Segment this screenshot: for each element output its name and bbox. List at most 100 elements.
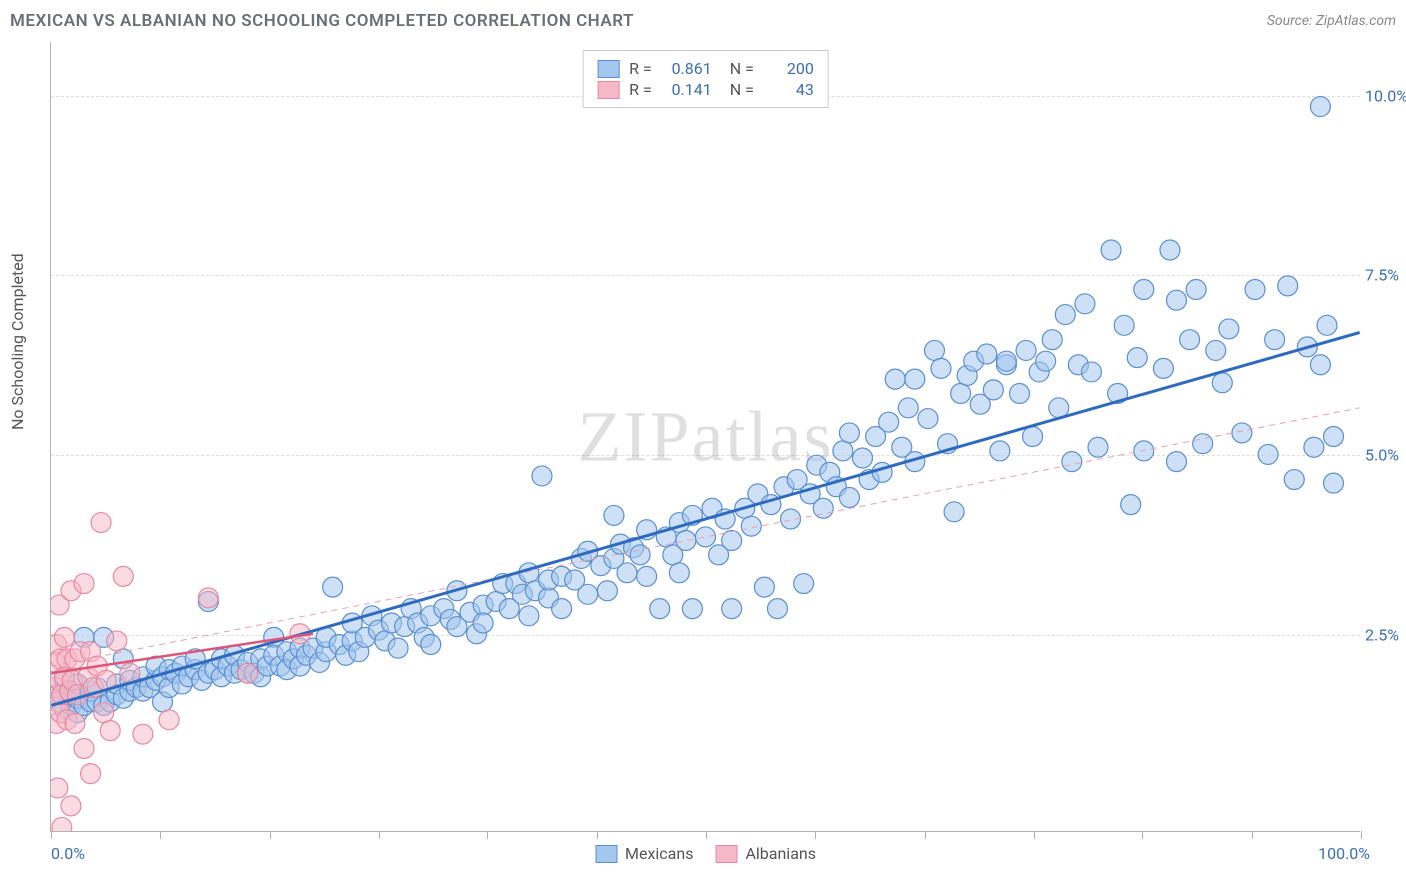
scatter-point [879,412,899,432]
scatter-point [238,663,258,683]
scatter-point [977,344,997,364]
scatter-point [931,358,951,378]
scatter-point [813,498,833,518]
scatter-point [1324,473,1344,493]
scatter-point [1153,358,1173,378]
legend-swatch [597,60,619,78]
scatter-point [754,577,774,597]
scatter-point [918,409,938,429]
scatter-point [1258,444,1278,464]
scatter-point [905,369,925,389]
scatter-point [1232,423,1252,443]
plot-area: ZIPatlas R = 0.861 N = 200 R = 0.141 N =… [50,42,1360,832]
stat-r-value: 0.861 [662,59,712,78]
x-tick [1252,831,1253,839]
scatter-point [1167,452,1187,472]
x-max-label: 100.0% [1318,844,1370,863]
scatter-point [669,563,689,583]
x-tick [160,831,161,839]
scatter-point [853,448,873,468]
scatter-point [604,505,624,525]
legend-label: Mexicans [625,844,693,863]
scatter-point [1304,437,1324,457]
scatter-point [983,380,1003,400]
scatter-point [1088,437,1108,457]
scatter-point [388,638,408,658]
chart-header: MEXICAN VS ALBANIAN NO SCHOOLING COMPLET… [10,6,1396,36]
legend-stats-box: R = 0.861 N = 200 R = 0.141 N = 43 [582,50,829,108]
x-tick [487,831,488,839]
trend-line [51,332,1359,705]
chart-title: MEXICAN VS ALBANIAN NO SCHOOLING COMPLET… [10,11,634,31]
y-tick-label: 10.0% [1365,86,1406,105]
scatter-point [578,584,598,604]
scatter-point [1055,305,1075,325]
scatter-point [650,599,670,619]
legend-swatch [595,845,617,863]
scatter-point [676,531,696,551]
stat-n-label: N = [722,80,754,99]
scatter-point [421,635,441,655]
scatter-point [990,441,1010,461]
scatter-point [1010,383,1030,403]
scatter-point [1212,373,1232,393]
scatter-point [1317,315,1337,335]
y-tick-label: 5.0% [1365,445,1406,464]
scatter-point [1265,330,1285,350]
scatter-point [1186,279,1206,299]
scatter-point [637,566,657,586]
scatter-point [54,627,74,647]
scatter-point [532,466,552,486]
scatter-point [885,369,905,389]
legend-label: Albanians [745,844,816,863]
scatter-point [65,713,85,733]
scatter-point [1310,355,1330,375]
scatter-point [944,502,964,522]
scatter-point [1081,362,1101,382]
scatter-point [1075,294,1095,314]
scatter-point [81,764,101,784]
legend-swatch [597,81,619,99]
scatter-point [1042,330,1062,350]
legend-swatch [715,845,737,863]
scatter-point [519,606,539,626]
scatter-point [839,487,859,507]
scatter-point [323,577,343,597]
scatter-point [61,796,81,816]
x-tick [1361,831,1362,839]
chart-source: Source: ZipAtlas.com [1267,13,1396,29]
scatter-point [924,340,944,360]
scatter-point [159,710,179,730]
scatter-point [767,599,787,619]
scatter-point [1284,470,1304,490]
scatter-point [696,527,716,547]
scatter-point [52,817,72,831]
scatter-point [1245,279,1265,299]
scatter-point [552,599,572,619]
scatter-point [597,581,617,601]
scatter-point [1127,348,1147,368]
x-tick [925,831,926,839]
legend-stat-row: R = 0.141 N = 43 [597,80,814,99]
bottom-legend-item: Mexicans [595,844,693,863]
scatter-point [107,631,127,651]
scatter-point [630,545,650,565]
scatter-point [1206,340,1226,360]
x-tick [597,831,598,839]
scatter-point [1278,276,1298,296]
x-tick [706,831,707,839]
scatter-point [113,566,133,586]
scatter-point [1016,340,1036,360]
bottom-legend-item: Albanians [715,844,816,863]
scatter-point [1167,290,1187,310]
scatter-point [951,383,971,403]
y-tick-label: 2.5% [1365,625,1406,644]
scatter-point [1023,427,1043,447]
chart-svg [51,42,1360,831]
scatter-point [898,398,918,418]
x-tick [270,831,271,839]
scatter-point [1219,319,1239,339]
scatter-point [1134,279,1154,299]
scatter-point [1324,427,1344,447]
scatter-point [682,599,702,619]
